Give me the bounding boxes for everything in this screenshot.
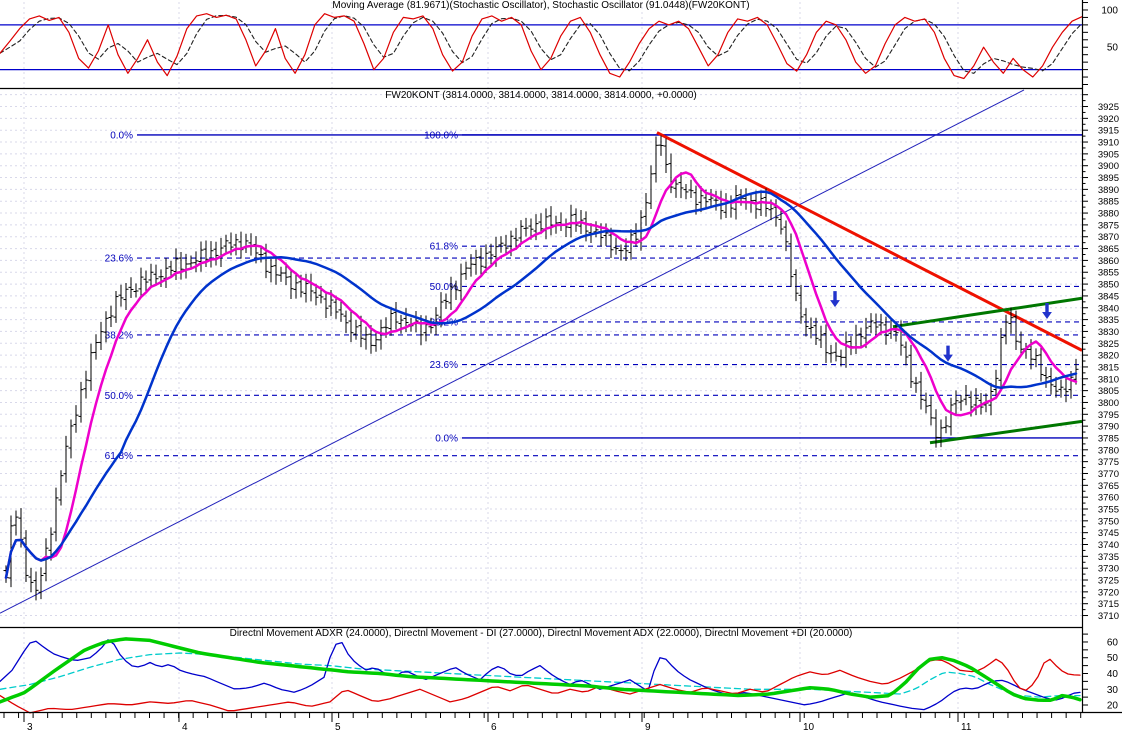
svg-text:3720: 3720 — [1098, 587, 1119, 598]
svg-text:3870: 3870 — [1098, 232, 1119, 243]
svg-text:3865: 3865 — [1098, 244, 1119, 255]
svg-text:30: 30 — [1107, 685, 1119, 696]
svg-text:3: 3 — [27, 722, 33, 733]
svg-text:3920: 3920 — [1098, 114, 1119, 125]
svg-text:3715: 3715 — [1098, 599, 1119, 610]
svg-text:3800: 3800 — [1098, 398, 1119, 409]
svg-text:0.0%: 0.0% — [435, 433, 458, 444]
svg-text:50: 50 — [1107, 43, 1119, 54]
svg-text:3885: 3885 — [1098, 197, 1119, 208]
svg-text:3750: 3750 — [1098, 516, 1119, 527]
svg-text:3880: 3880 — [1098, 209, 1119, 220]
svg-text:3820: 3820 — [1098, 351, 1119, 362]
svg-text:40: 40 — [1107, 669, 1119, 680]
svg-text:3890: 3890 — [1098, 185, 1119, 196]
svg-text:0.0%: 0.0% — [110, 130, 133, 141]
svg-text:3760: 3760 — [1098, 493, 1119, 504]
svg-text:3810: 3810 — [1098, 374, 1119, 385]
svg-text:3855: 3855 — [1098, 268, 1119, 279]
svg-text:50: 50 — [1107, 653, 1119, 664]
svg-text:5: 5 — [335, 722, 341, 733]
svg-text:3730: 3730 — [1098, 564, 1119, 575]
svg-text:100.0%: 100.0% — [424, 130, 458, 141]
svg-text:3785: 3785 — [1098, 433, 1119, 444]
svg-text:3795: 3795 — [1098, 410, 1119, 421]
svg-text:3735: 3735 — [1098, 552, 1119, 563]
svg-text:3850: 3850 — [1098, 280, 1119, 291]
svg-text:10: 10 — [803, 722, 815, 733]
svg-text:3860: 3860 — [1098, 256, 1119, 267]
svg-text:3900: 3900 — [1098, 161, 1119, 172]
svg-text:3770: 3770 — [1098, 469, 1119, 480]
svg-text:3905: 3905 — [1098, 149, 1119, 160]
svg-text:9: 9 — [645, 722, 651, 733]
svg-text:4: 4 — [182, 722, 188, 733]
svg-text:3710: 3710 — [1098, 611, 1119, 622]
svg-text:50.0%: 50.0% — [430, 282, 458, 293]
svg-text:3895: 3895 — [1098, 173, 1119, 184]
svg-text:3790: 3790 — [1098, 422, 1119, 433]
svg-text:60: 60 — [1107, 637, 1119, 648]
svg-text:11: 11 — [961, 722, 972, 733]
svg-text:3765: 3765 — [1098, 481, 1119, 492]
svg-text:3805: 3805 — [1098, 386, 1119, 397]
svg-text:6: 6 — [491, 722, 497, 733]
svg-text:3925: 3925 — [1098, 102, 1119, 113]
svg-text:3835: 3835 — [1098, 315, 1119, 326]
svg-text:3840: 3840 — [1098, 303, 1119, 314]
svg-text:3780: 3780 — [1098, 445, 1119, 456]
svg-text:3825: 3825 — [1098, 339, 1119, 350]
svg-text:3740: 3740 — [1098, 540, 1119, 551]
svg-text:3775: 3775 — [1098, 457, 1119, 468]
svg-text:61.8%: 61.8% — [430, 242, 458, 253]
svg-text:50.0%: 50.0% — [105, 391, 133, 402]
svg-text:3845: 3845 — [1098, 291, 1119, 302]
svg-text:3910: 3910 — [1098, 138, 1119, 149]
svg-text:3830: 3830 — [1098, 327, 1119, 338]
svg-text:23.6%: 23.6% — [105, 254, 133, 265]
svg-text:100: 100 — [1101, 5, 1118, 16]
svg-text:23.6%: 23.6% — [430, 360, 458, 371]
svg-text:3875: 3875 — [1098, 220, 1119, 231]
svg-text:3815: 3815 — [1098, 362, 1119, 373]
svg-text:3915: 3915 — [1098, 126, 1119, 137]
svg-text:3745: 3745 — [1098, 528, 1119, 539]
svg-text:3755: 3755 — [1098, 504, 1119, 515]
svg-text:20: 20 — [1107, 701, 1119, 712]
svg-text:3725: 3725 — [1098, 576, 1119, 587]
